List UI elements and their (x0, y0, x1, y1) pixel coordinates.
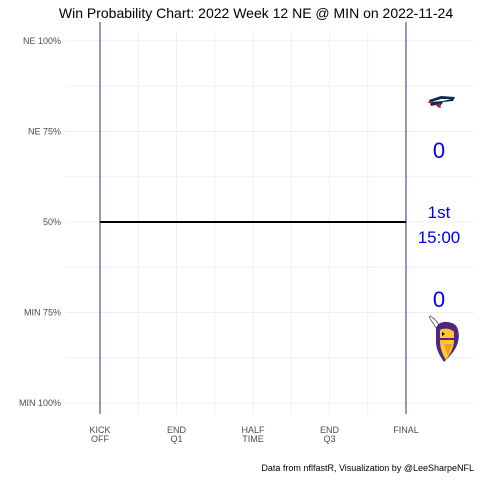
x-tick-label: END (167, 425, 187, 435)
y-tick-label: 50% (43, 217, 61, 227)
y-tick-label: NE 100% (23, 36, 61, 46)
home-team-score: 0 (433, 287, 445, 312)
y-tick-labels: NE 100% NE 75% 50% MIN 75% MIN 100% (19, 36, 61, 408)
x-tick-label: Q3 (323, 434, 335, 444)
game-quarter: 1st (428, 203, 451, 222)
y-tick-label: MIN 100% (19, 398, 61, 408)
patriots-logo (427, 96, 455, 108)
x-tick-label: Q1 (170, 434, 182, 444)
y-tick-label: NE 75% (28, 126, 61, 136)
y-tick-label: MIN 75% (24, 308, 61, 318)
x-tick-label: KICK (89, 425, 110, 435)
game-clock: 15:00 (418, 228, 461, 247)
chart-title: Win Probability Chart: 2022 Week 12 NE @… (59, 5, 453, 21)
x-tick-label: HALF (241, 425, 265, 435)
x-tick-label: TIME (242, 434, 264, 444)
vertical-markers (99, 22, 407, 414)
x-tick-label: OFF (91, 434, 109, 444)
vikings-logo (429, 315, 459, 362)
x-tick-label: FINAL (393, 425, 419, 435)
chart-caption: Data from nflfastR, Visualization by @Le… (261, 463, 474, 473)
away-team-score: 0 (433, 138, 445, 163)
x-tick-label: END (320, 425, 340, 435)
